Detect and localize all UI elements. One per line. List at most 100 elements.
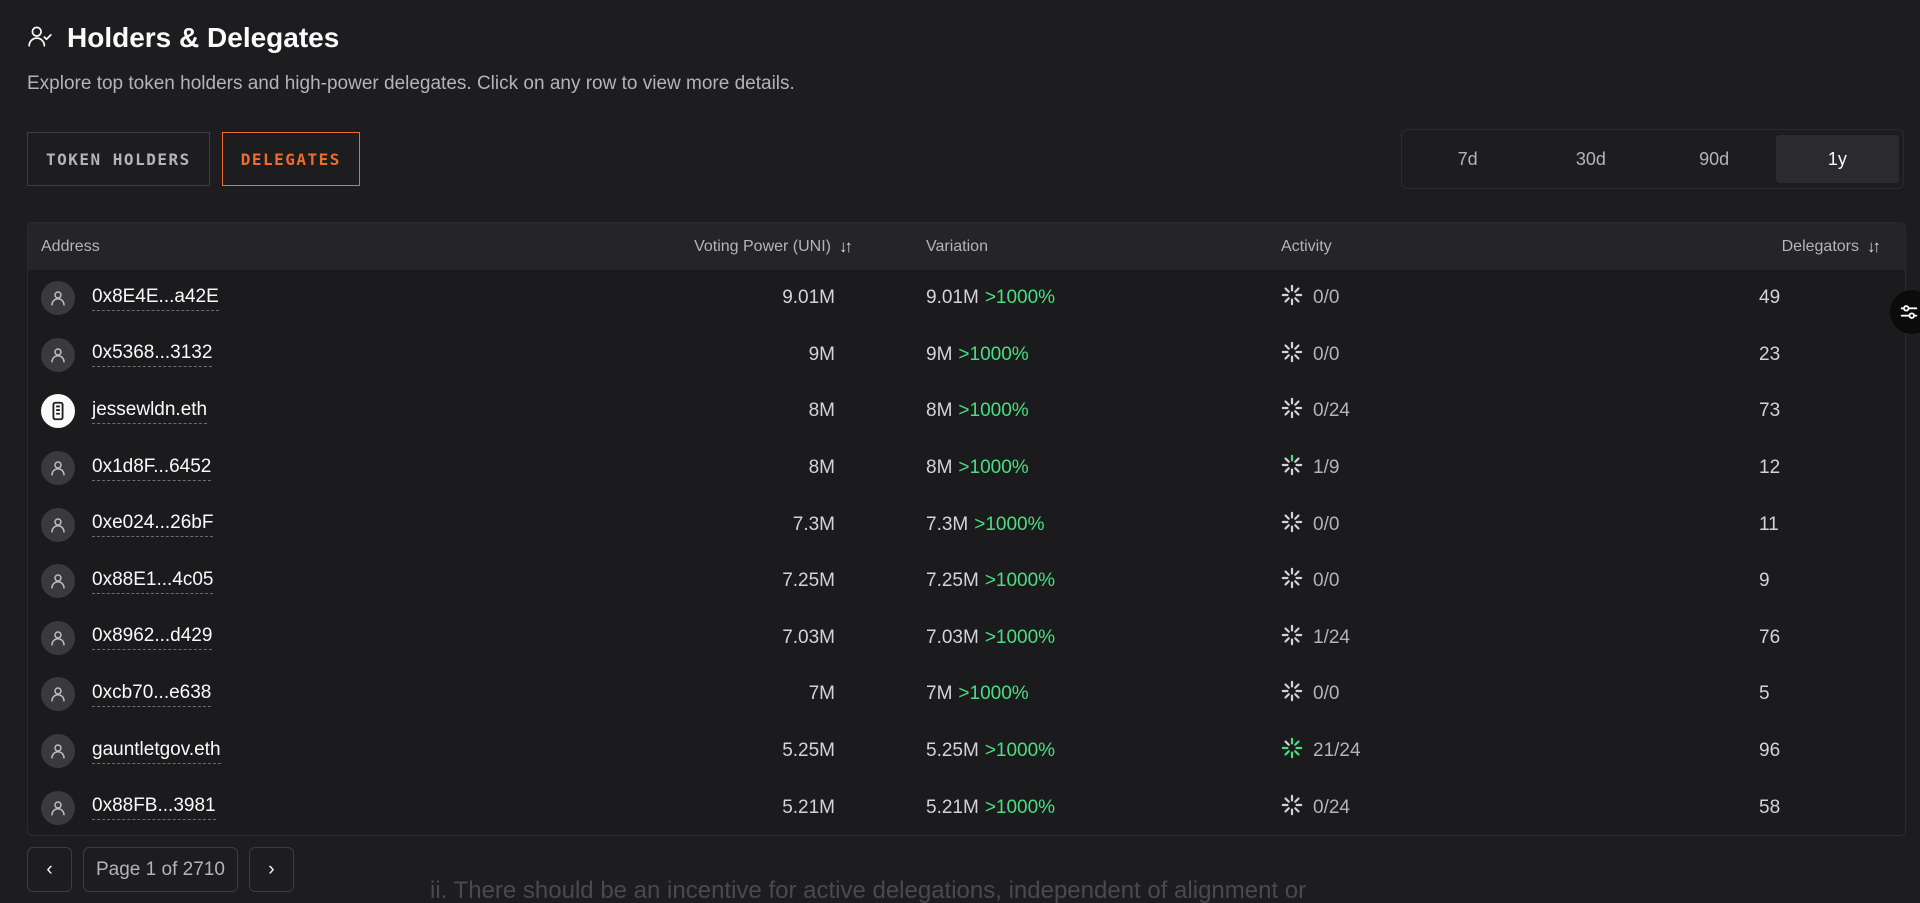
column-variation: Variation [926, 237, 988, 255]
delegate-address[interactable]: 0xe024...26bF [92, 512, 214, 538]
variation-cell: 7.25M >1000% [926, 553, 1055, 610]
user-icon [41, 281, 75, 316]
period-1y[interactable]: 1y [1775, 135, 1899, 183]
activity-value: 0/0 [1313, 683, 1340, 705]
column-voting-power[interactable]: Voting Power (UNI) ↓↑ [694, 223, 853, 270]
column-activity: Activity [1281, 237, 1332, 255]
activity-cell: 0/0 [1281, 270, 1339, 327]
sort-icon[interactable]: ↓↑ [1867, 236, 1881, 256]
variation-percent: >1000% [984, 740, 1056, 762]
activity-cell: 0/0 [1281, 327, 1339, 384]
table-row[interactable]: 0x1d8F...6452 8M 8M >1000% 1/9 12 [28, 440, 1905, 497]
delegates-table: Address Voting Power (UNI) ↓↑ Variation … [27, 222, 1906, 836]
variation-percent: >1000% [984, 287, 1056, 309]
period-30d[interactable]: 30d [1575, 148, 1606, 169]
users-icon [27, 23, 53, 54]
table-header: Address Voting Power (UNI) ↓↑ Variation … [28, 223, 1905, 270]
variation-cell: 5.21M >1000% [926, 779, 1056, 835]
variation-cell: 8M >1000% [926, 440, 1029, 497]
table-row[interactable]: 0x88E1...4c05 7.25M 7.25M >1000% 0/0 9 [28, 553, 1905, 610]
voting-power: 7M [808, 683, 835, 705]
address-cell: 0x8E4E...a42E [41, 270, 219, 327]
table-row[interactable]: gauntletgov.eth 5.25M 5.25M >1000% 21/24… [28, 723, 1905, 780]
activity-spinner-icon [1281, 454, 1303, 482]
activity-spinner-icon [1281, 397, 1303, 425]
variation-percent: >1000% [974, 513, 1045, 535]
variation-value: 9M [926, 343, 953, 365]
voting-power: 5.25M [782, 740, 835, 762]
delegate-address[interactable]: 0x88FB...3981 [92, 795, 216, 821]
activity-cell: 0/0 [1281, 666, 1339, 723]
sort-icon[interactable]: ↓↑ [839, 236, 853, 256]
page-subtitle: Explore top token holders and high-power… [27, 73, 795, 94]
table-row[interactable]: 0x5368...3132 9M 9M >1000% 0/0 23 [28, 327, 1905, 384]
table-row[interactable]: 0x88FB...3981 5.21M 5.21M >1000% 0/24 58 [28, 779, 1905, 835]
variation-value: 7.3M [926, 513, 969, 535]
settings-toggle-icon[interactable] [1890, 290, 1920, 334]
address-cell: 0x8962...d429 [41, 610, 213, 667]
delegate-address[interactable]: gauntletgov.eth [92, 739, 221, 764]
variation-cell: 7.3M >1000% [926, 496, 1045, 553]
user-icon [41, 734, 75, 769]
delegators-count: 73 [1759, 400, 1781, 422]
delegators-count: 58 [1759, 796, 1781, 818]
variation-value: 7.25M [926, 570, 979, 592]
delegate-address[interactable]: 0x88E1...4c05 [92, 569, 214, 594]
variation-percent: >1000% [984, 796, 1056, 818]
activity-cell: 0/24 [1281, 779, 1350, 835]
variation-percent: >1000% [984, 626, 1056, 648]
variation-value: 8M [926, 457, 953, 479]
variation-percent: >1000% [984, 570, 1056, 592]
variation-value: 9.01M [926, 287, 979, 309]
period-selector: 7d 30d 90d 1y [1401, 129, 1904, 189]
activity-cell: 0/0 [1281, 553, 1339, 610]
variation-value: 7M [926, 683, 953, 705]
address-cell: gauntletgov.eth [41, 723, 221, 780]
user-icon [41, 790, 75, 825]
period-90d[interactable]: 90d [1699, 148, 1730, 169]
user-icon [41, 507, 75, 542]
delegators-count: 12 [1759, 457, 1781, 479]
activity-value: 0/0 [1313, 513, 1340, 535]
next-page-button[interactable]: › [248, 847, 294, 892]
voting-power: 7.03M [782, 626, 835, 648]
voting-power: 7.3M [792, 513, 835, 535]
tab-token-holders[interactable]: TOKEN HOLDERS [27, 132, 210, 186]
page-indicator: Page 1 of 2710 [83, 847, 238, 892]
delegators-count: 49 [1759, 287, 1781, 309]
prev-page-button[interactable]: ‹ [27, 847, 72, 892]
delegators-header-label: Delegators [1781, 237, 1859, 255]
variation-cell: 7M >1000% [926, 666, 1029, 723]
address-cell: 0x5368...3132 [41, 327, 213, 384]
activity-cell: 21/24 [1281, 723, 1361, 780]
table-row[interactable]: 0x8E4E...a42E 9.01M 9.01M >1000% 0/0 49 [28, 270, 1905, 327]
variation-value: 5.25M [926, 740, 979, 762]
activity-spinner-icon [1281, 567, 1303, 595]
delegate-address[interactable]: 0x8E4E...a42E [92, 286, 219, 311]
address-cell: 0x88E1...4c05 [41, 553, 214, 610]
delegate-address[interactable]: 0x1d8F...6452 [92, 456, 212, 481]
activity-value: 21/24 [1313, 740, 1361, 762]
delegate-address[interactable]: 0x5368...3132 [92, 342, 213, 368]
table-row[interactable]: 0xe024...26bF 7.3M 7.3M >1000% 0/0 11 [28, 496, 1905, 553]
table-row[interactable]: 0xcb70...e638 7M 7M >1000% 0/0 5 [28, 666, 1905, 723]
activity-cell: 1/24 [1281, 610, 1350, 667]
page-header: Holders & Delegates [27, 22, 339, 54]
table-row[interactable]: 0x8962...d429 7.03M 7.03M >1000% 1/24 76 [28, 610, 1905, 667]
voting-power: 9M [808, 343, 835, 365]
page-title: Holders & Delegates [67, 22, 340, 53]
delegators-count: 76 [1759, 626, 1781, 648]
table-row[interactable]: jessewldn.eth 8M 8M >1000% 0/24 73 [28, 383, 1905, 440]
column-address: Address [41, 237, 100, 255]
activity-value: 0/0 [1313, 287, 1340, 309]
delegate-address[interactable]: 0xcb70...e638 [92, 682, 212, 707]
column-delegators[interactable]: Delegators ↓↑ [1781, 223, 1881, 270]
variation-value: 8M [926, 400, 953, 422]
delegate-address[interactable]: 0x8962...d429 [92, 625, 213, 651]
activity-value: 1/24 [1313, 626, 1350, 648]
period-7d[interactable]: 7d [1457, 148, 1478, 169]
delegators-count: 11 [1759, 513, 1779, 535]
tab-delegates[interactable]: DELEGATES [221, 132, 360, 186]
delegate-address[interactable]: jessewldn.eth [92, 399, 208, 424]
voting-power-header-label: Voting Power (UNI) [694, 237, 831, 255]
